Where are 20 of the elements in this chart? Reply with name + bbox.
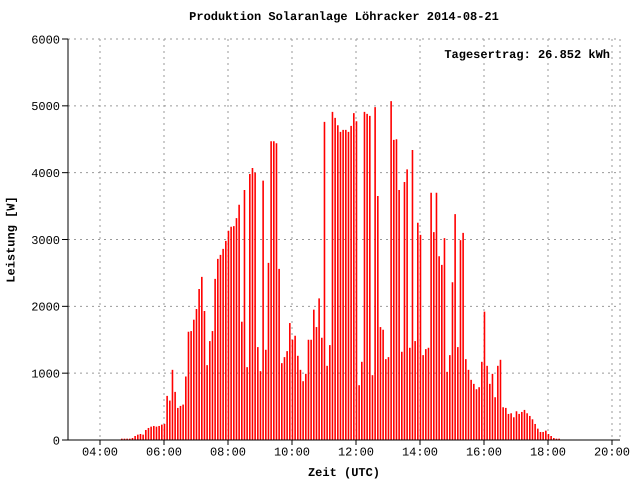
annotation: Tagesertrag: 26.852 kWh xyxy=(444,48,610,62)
chart-title: Produktion Solaranlage Löhracker 2014-08-21 xyxy=(188,10,500,24)
x-tick-label: 06:00 xyxy=(146,446,182,460)
y-tick-label: 6000 xyxy=(31,33,60,48)
x-tick-label: 12:00 xyxy=(338,446,374,460)
y-tick-label: 5000 xyxy=(31,100,60,114)
x-tick-label: 04:00 xyxy=(82,446,118,460)
x-tick-label: 08:00 xyxy=(210,446,246,460)
x-tick-label: 18:00 xyxy=(530,446,566,460)
x-axis-title: Zeit (UTC) xyxy=(308,466,380,480)
x-tick-label: 14:00 xyxy=(402,446,438,460)
x-tick-label: 20:00 xyxy=(594,446,630,460)
y-tick-label: 1000 xyxy=(31,367,60,382)
y-tick-label: 2000 xyxy=(31,300,60,315)
x-tick-label: 10:00 xyxy=(274,446,310,460)
y-tick-label: 4000 xyxy=(31,166,60,181)
y-tick-label: 0 xyxy=(52,434,60,448)
x-tick-label: 16:00 xyxy=(466,446,502,460)
y-axis-title: Leistung [W] xyxy=(4,196,18,283)
y-tick-label: 3000 xyxy=(31,234,60,248)
